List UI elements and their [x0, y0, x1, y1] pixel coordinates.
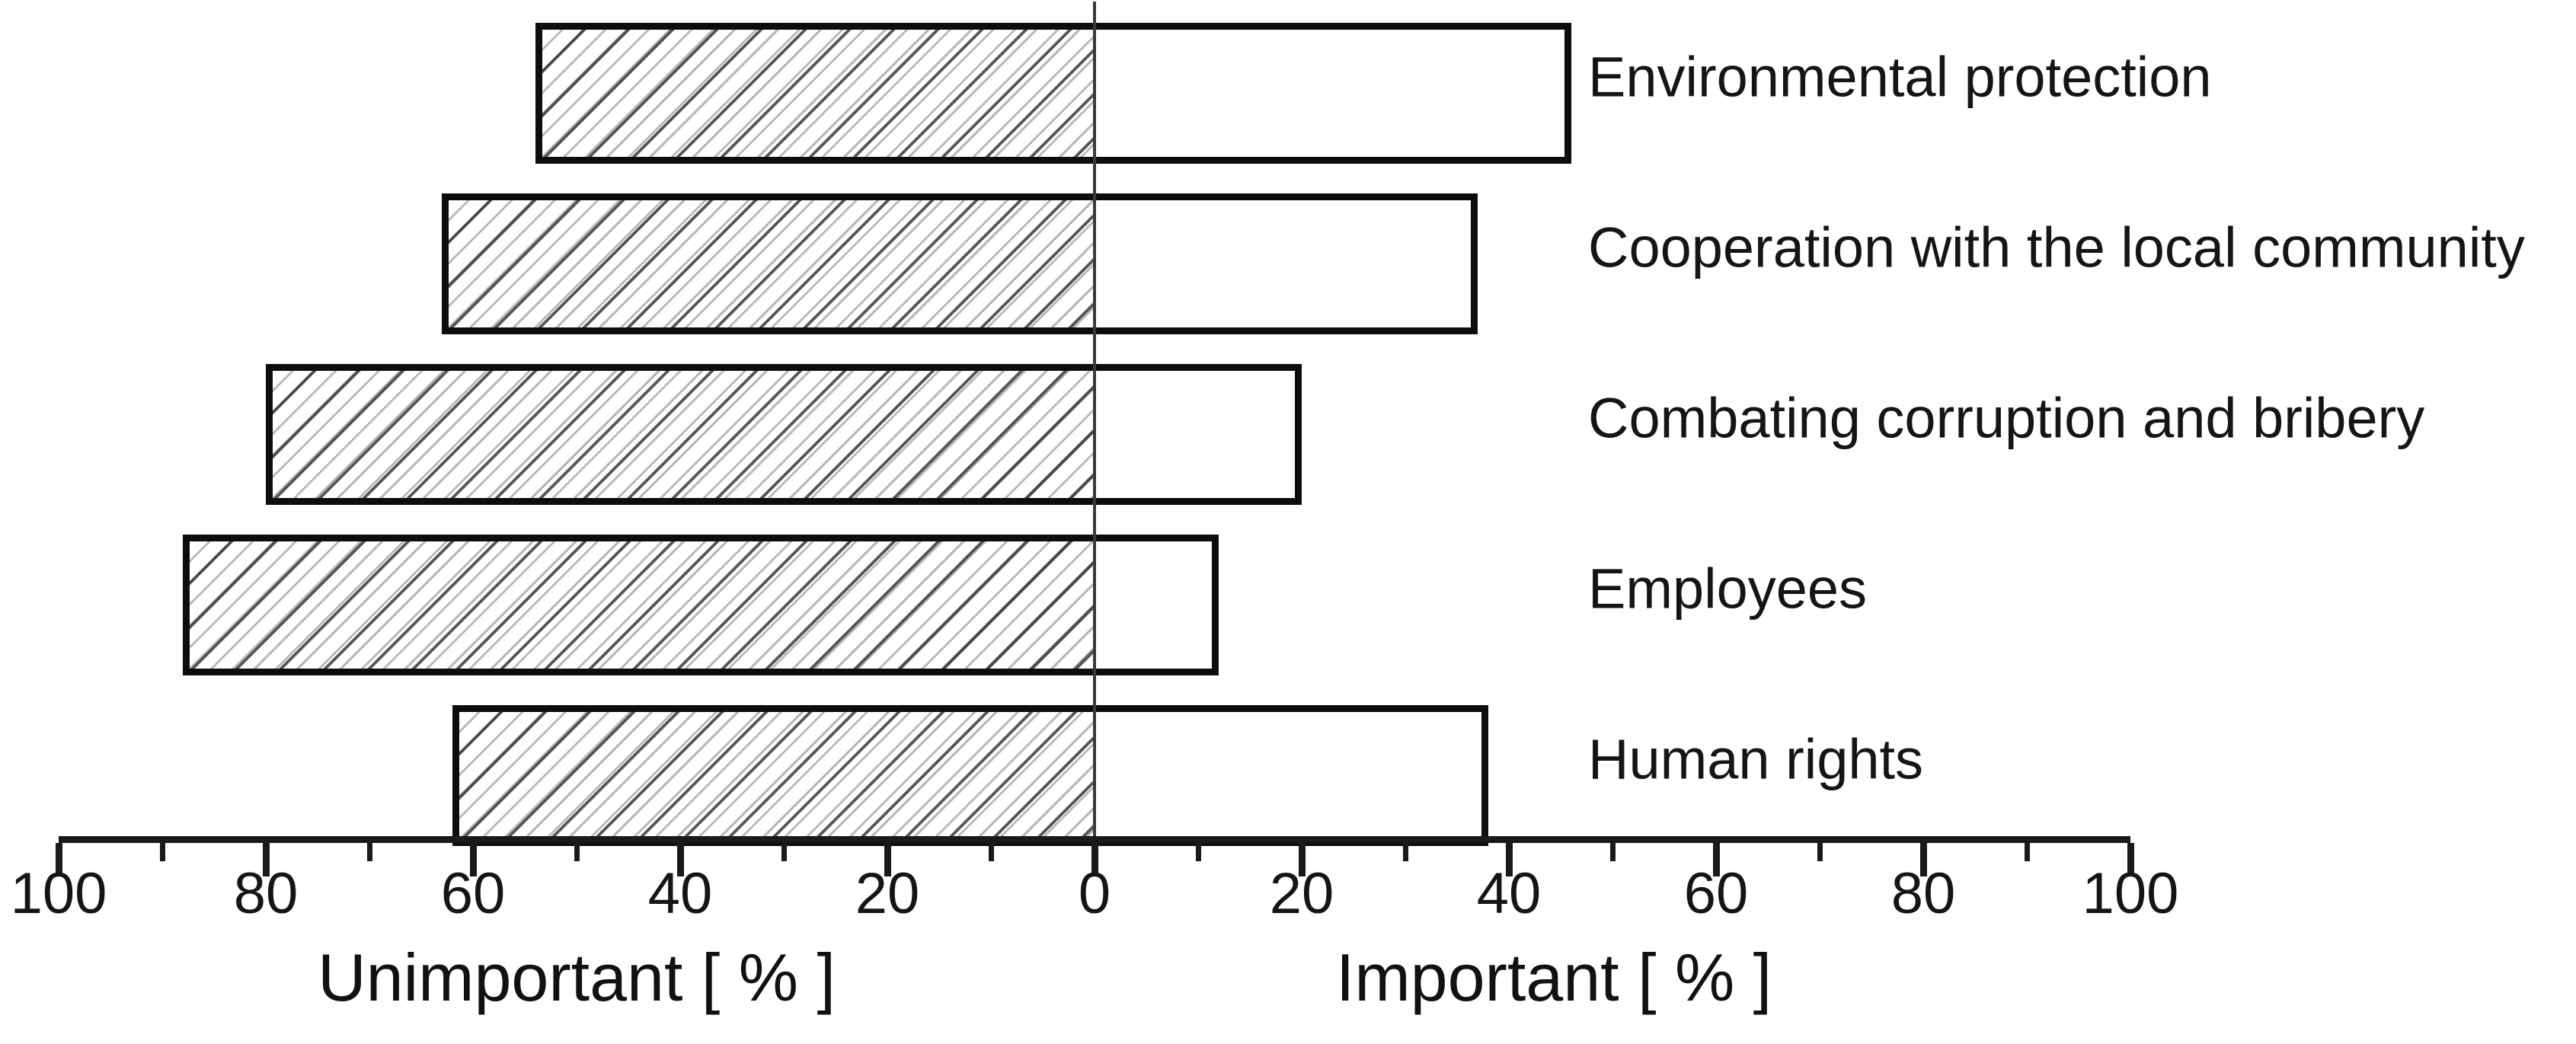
minor-tick	[159, 843, 165, 861]
major-tick	[469, 843, 477, 876]
category-label: Environmental protection	[1588, 44, 2212, 108]
unimportant-hatched-bar	[542, 30, 1095, 157]
major-tick	[262, 843, 270, 876]
bar-row	[452, 705, 1488, 846]
unimportant-hatched-bar	[459, 712, 1095, 839]
bar-row	[183, 535, 1219, 675]
major-tick	[2127, 843, 2134, 876]
zero-baseline	[1093, 2, 1096, 836]
unimportant-hatched-bar	[190, 541, 1095, 669]
major-tick	[55, 843, 62, 876]
major-tick	[884, 843, 891, 876]
minor-tick	[1402, 843, 1408, 861]
minor-tick	[366, 843, 372, 861]
unimportant-hatched-bar	[273, 371, 1095, 498]
bar-row	[442, 193, 1478, 334]
major-tick	[1919, 843, 1927, 876]
tick-label: 60	[440, 861, 506, 926]
x-axis-title-unimportant: Unimportant [ % ]	[318, 940, 836, 1015]
major-tick	[1298, 843, 1306, 876]
unimportant-hatched-bar	[449, 200, 1095, 327]
tick-label: 20	[1269, 861, 1334, 926]
tick-label: 40	[647, 861, 713, 926]
x-axis-title-important: Important [ % ]	[1335, 940, 1772, 1015]
minor-tick	[781, 843, 787, 861]
tick-label: 100	[10, 861, 107, 926]
tick-label: 40	[1476, 861, 1542, 926]
minor-tick	[1817, 843, 1823, 861]
category-label: Human rights	[1588, 726, 1924, 790]
major-tick	[1505, 843, 1513, 876]
bar-row	[266, 364, 1302, 505]
category-label: Cooperation with the local community	[1588, 215, 2525, 279]
tick-label: 60	[1683, 861, 1749, 926]
category-label: Employees	[1588, 556, 1868, 620]
major-tick	[676, 843, 684, 876]
major-tick	[1712, 843, 1720, 876]
tick-label: 100	[2082, 861, 2179, 926]
bar-row	[535, 23, 1571, 164]
x-axis-line	[59, 836, 2130, 843]
minor-tick	[1195, 843, 1201, 861]
major-tick	[1091, 843, 1098, 876]
minor-tick	[988, 843, 994, 861]
tick-label: 80	[233, 861, 299, 926]
minor-tick	[574, 843, 580, 861]
minor-tick	[1609, 843, 1616, 861]
tick-label: 0	[1078, 861, 1111, 926]
minor-tick	[2024, 843, 2030, 861]
tick-label: 20	[855, 861, 920, 926]
tick-label: 80	[1890, 861, 1956, 926]
category-label: Combating corruption and bribery	[1588, 385, 2425, 449]
